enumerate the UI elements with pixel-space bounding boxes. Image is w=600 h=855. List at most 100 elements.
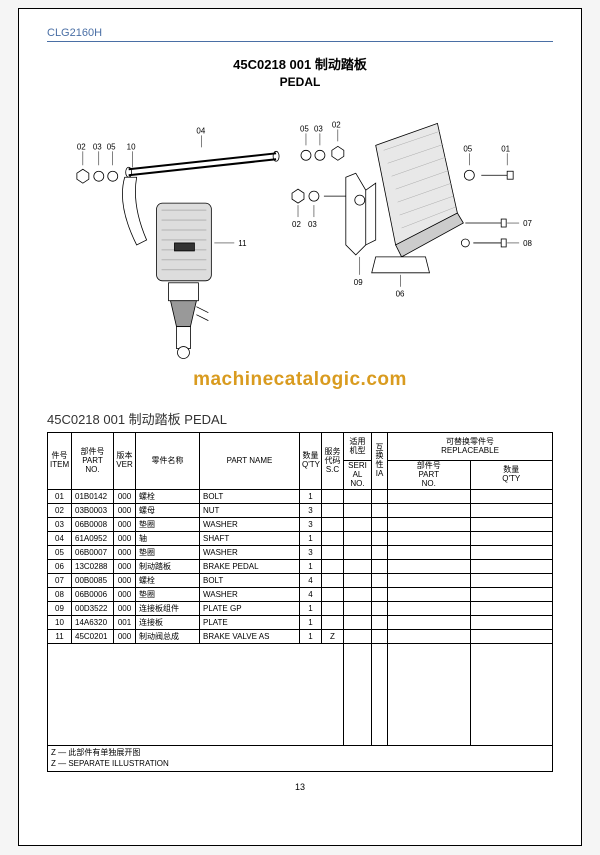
cell-ver: 000 (114, 588, 136, 602)
cell-sc (322, 490, 344, 504)
cell-item: 10 (48, 616, 72, 630)
watermark-text: machinecatalogic.com (47, 369, 553, 391)
cell-sc (322, 602, 344, 616)
cell-rpart (388, 588, 471, 602)
callout-05c: 05 (463, 144, 472, 153)
cell-item: 05 (48, 546, 72, 560)
cell-rpart (388, 560, 471, 574)
cell-ver: 000 (114, 602, 136, 616)
cell-ia (372, 588, 388, 602)
cell-cn: 连接板 (136, 616, 200, 630)
callout-10: 10 (127, 142, 136, 151)
cell-cn: 螺栓 (136, 490, 200, 504)
callout-03b: 03 (314, 124, 323, 133)
footnote-cn: Z — 此部件有单独展开图 (51, 748, 549, 758)
cell-en: BRAKE VALVE AS (200, 630, 300, 644)
callout-01: 01 (501, 144, 510, 153)
cell-item: 01 (48, 490, 72, 504)
th-replace: 可替换零件号REPLACEABLE (388, 433, 553, 461)
cell-rqty (470, 490, 553, 504)
cell-sc (322, 574, 344, 588)
cell-item: 04 (48, 532, 72, 546)
cell-partno: 61A0952 (72, 532, 114, 546)
cell-rqty (470, 630, 553, 644)
cell-ver: 000 (114, 490, 136, 504)
cell-serial (344, 532, 372, 546)
cell-en: BOLT (200, 574, 300, 588)
th-ia: 互换性IA (372, 433, 388, 490)
cell-cn: 垫圈 (136, 518, 200, 532)
callout-11: 11 (238, 239, 247, 248)
cell-partno: 45C0201 (72, 630, 114, 644)
table-row: 0613C0288000制动踏板BRAKE PEDAL1 (48, 560, 553, 574)
parts-table: 件号ITEM 部件号PARTNO. 版本VER 零件名称 PART NAME 数… (47, 432, 553, 746)
table-row: 1145C0201000制动阀总成BRAKE VALVE AS1Z (48, 630, 553, 644)
title-combined: 45C0218 001 制动踏板 (47, 54, 553, 73)
cell-qty: 3 (300, 546, 322, 560)
cell-en: PLATE GP (200, 602, 300, 616)
cell-qty: 3 (300, 504, 322, 518)
cell-sc (322, 546, 344, 560)
cell-ia (372, 490, 388, 504)
cell-ia (372, 574, 388, 588)
cell-cn: 螺栓 (136, 574, 200, 588)
header-divider (47, 41, 553, 42)
cell-serial (344, 616, 372, 630)
th-qty: 数量Q'TY (300, 433, 322, 490)
cell-item: 07 (48, 574, 72, 588)
table-spacer (48, 644, 553, 746)
cell-rqty (470, 560, 553, 574)
callout-02b: 02 (332, 120, 341, 129)
table-row: 0806B0006000垫圈WASHER4 (48, 588, 553, 602)
cell-serial (344, 546, 372, 560)
cell-serial (344, 518, 372, 532)
cell-cn: 连接板组件 (136, 602, 200, 616)
cell-rpart (388, 504, 471, 518)
th-sc: 服务代码S.C (322, 433, 344, 490)
cell-partno: 00B0085 (72, 574, 114, 588)
cell-en: WASHER (200, 588, 300, 602)
cell-ia (372, 504, 388, 518)
cell-ver: 000 (114, 630, 136, 644)
cell-rqty (470, 602, 553, 616)
cell-sc (322, 588, 344, 602)
table-row: 0900D3522000连接板组件PLATE GP1 (48, 602, 553, 616)
callout-09: 09 (354, 278, 363, 287)
cell-en: BRAKE PEDAL (200, 560, 300, 574)
table-row: 0506B0007000垫圈WASHER3 (48, 546, 553, 560)
cell-ia (372, 546, 388, 560)
th-item: 件号ITEM (48, 433, 72, 490)
cell-qty: 3 (300, 518, 322, 532)
cell-en: PLATE (200, 616, 300, 630)
callout-05: 05 (107, 142, 116, 151)
cell-item: 02 (48, 504, 72, 518)
th-serial-bot: SERIALNO. (344, 461, 372, 490)
callout-07: 07 (523, 219, 532, 228)
cell-ia (372, 518, 388, 532)
th-rqty: 数量Q'TY (470, 461, 553, 490)
cell-ia (372, 602, 388, 616)
callout-03: 03 (93, 142, 102, 151)
cell-item: 09 (48, 602, 72, 616)
cell-cn: 制动阀总成 (136, 630, 200, 644)
cell-sc: Z (322, 630, 344, 644)
cell-partno: 06B0007 (72, 546, 114, 560)
cell-serial (344, 588, 372, 602)
cell-sc (322, 560, 344, 574)
cell-qty: 1 (300, 630, 322, 644)
cell-rpart (388, 630, 471, 644)
cell-en: WASHER (200, 546, 300, 560)
cell-ia (372, 532, 388, 546)
cell-partno: 01B0142 (72, 490, 114, 504)
cell-rpart (388, 518, 471, 532)
cell-rqty (470, 532, 553, 546)
cell-ia (372, 616, 388, 630)
cell-cn: 垫圈 (136, 588, 200, 602)
th-ver: 版本VER (114, 433, 136, 490)
page-container: CLG2160H 45C0218 001 制动踏板 PEDAL (18, 8, 582, 846)
cell-cn: 制动踏板 (136, 560, 200, 574)
cell-rpart (388, 616, 471, 630)
cell-en: BOLT (200, 490, 300, 504)
cell-rqty (470, 588, 553, 602)
cell-rpart (388, 602, 471, 616)
